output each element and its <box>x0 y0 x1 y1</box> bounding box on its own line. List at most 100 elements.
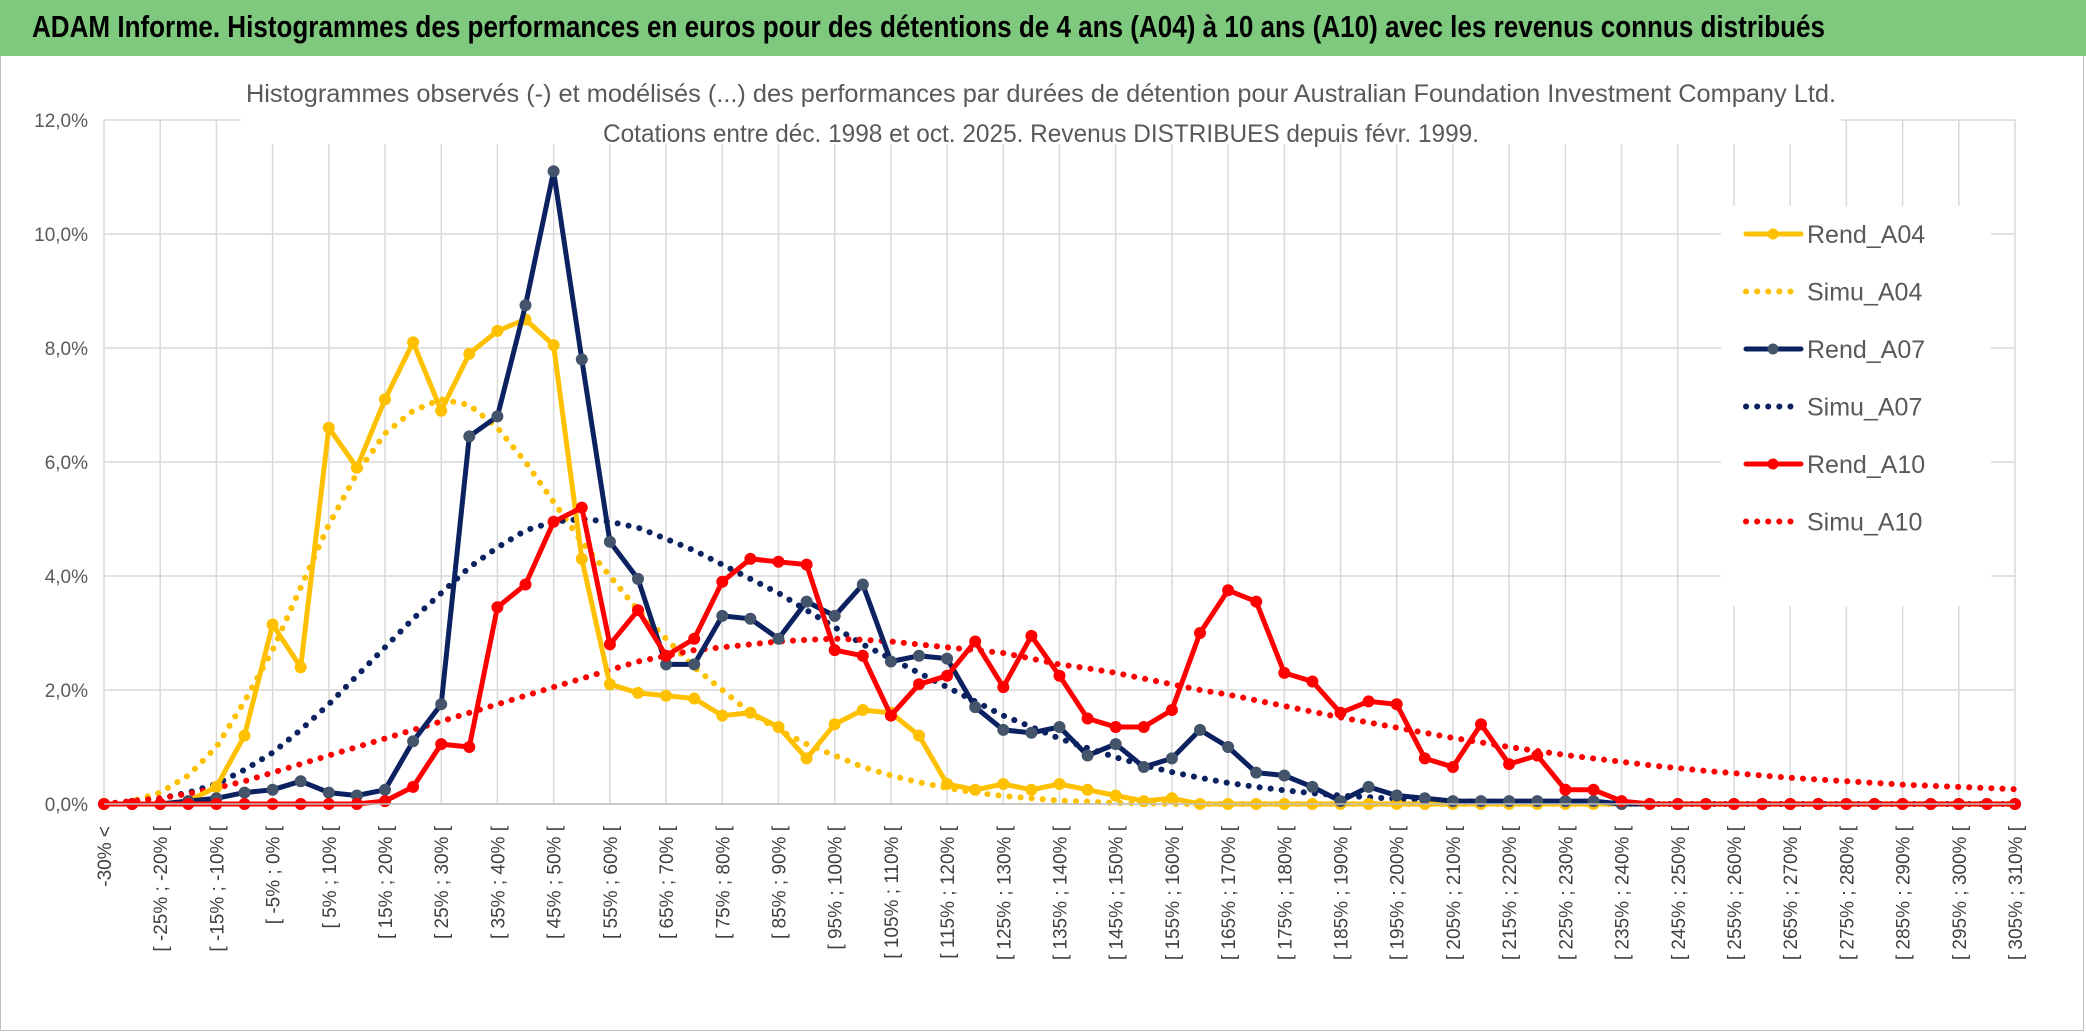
data-point-Rend_A04 <box>1137 795 1150 808</box>
data-point-Rend_A10 <box>1081 712 1094 725</box>
x-tick-label: [ 245% ; 250% [ <box>1669 825 1690 960</box>
x-tick-label: [ 5% ; 10% [ <box>320 825 341 928</box>
x-tick-label: [ 285% ; 290% [ <box>1894 825 1915 960</box>
data-point-Rend_A04 <box>969 783 982 796</box>
data-point-Rend_A04 <box>744 706 757 719</box>
x-tick-label: [ 305% ; 310% [ <box>2006 825 2027 960</box>
data-point-Rend_A10 <box>997 681 1010 694</box>
data-point-Rend_A10 <box>435 738 448 751</box>
data-point-Rend_A10 <box>1165 704 1178 716</box>
x-tick-label: [ 115% ; 120% [ <box>938 825 959 958</box>
legend-marker <box>1767 343 1779 355</box>
data-point-Rend_A04 <box>688 692 701 705</box>
legend-label: Simu_A10 <box>1807 509 1922 537</box>
x-tick-label: [ 175% ; 180% [ <box>1275 825 1296 960</box>
legend-item-Simu_A10: Simu_A10 <box>1743 509 1922 537</box>
banner: ADAM Informe. Histogrammes des performan… <box>0 0 2086 56</box>
data-point-Rend_A07 <box>744 612 757 625</box>
axes: 0,0% 2,0% 4,0% 6,0% 8,0% 10,0% 12,0% -30% < [ -2… <box>34 111 2027 960</box>
data-point-Rend_A10 <box>969 635 982 648</box>
x-tick-label: [ 265% ; 270% [ <box>1781 825 1802 960</box>
x-tick-label: [ 25% ; 30% [ <box>432 825 453 939</box>
data-point-Rend_A07 <box>856 578 869 591</box>
data-point-Rend_A10 <box>744 552 757 565</box>
y-tick-label: 0,0% <box>45 795 88 816</box>
data-point-Rend_A07 <box>491 410 504 423</box>
data-point-Rend_A10 <box>1250 595 1263 608</box>
x-tick-label: [ -15% ; -10% [ <box>207 825 228 951</box>
data-point-Rend_A04 <box>463 347 476 360</box>
x-tick-label: [ 135% ; 140% [ <box>1051 825 1072 960</box>
data-point-Rend_A04 <box>660 689 673 702</box>
x-tick-label: [ 215% ; 220% [ <box>1500 825 1521 960</box>
x-tick-label: [ 35% ; 40% [ <box>488 825 509 939</box>
data-point-Rend_A10 <box>856 649 869 662</box>
data-point-Rend_A10 <box>1362 695 1375 708</box>
legend-marker <box>1767 228 1779 240</box>
data-point-Rend_A07 <box>632 572 644 585</box>
data-point-Rend_A07 <box>603 535 616 548</box>
y-tick-label: 2,0% <box>45 681 88 702</box>
x-tick-label: [ 45% ; 50% [ <box>545 825 566 939</box>
data-point-Rend_A07 <box>969 701 982 714</box>
x-tick-label: [ -5% ; 0% [ <box>264 825 285 924</box>
data-point-Rend_A10 <box>1418 752 1431 765</box>
x-tick-label: [ 125% ; 130% [ <box>994 825 1015 960</box>
x-tick-label: [ 105% ; 110% [ <box>882 825 903 958</box>
x-tick-label: [ 225% ; 230% [ <box>1556 825 1577 960</box>
series-Simu_A10 <box>101 635 2018 807</box>
x-tick-label: -30% < <box>95 826 116 887</box>
data-point-Rend_A10 <box>1222 584 1235 597</box>
data-point-Rend_A07 <box>1222 741 1235 753</box>
data-point-Rend_A07 <box>1306 780 1319 793</box>
data-point-Rend_A10 <box>1278 666 1291 679</box>
data-point-Rend_A07 <box>828 609 841 622</box>
data-point-Rend_A07 <box>997 723 1010 736</box>
data-point-Rend_A10 <box>1503 758 1516 771</box>
data-point-Rend_A04 <box>407 336 420 349</box>
data-point-Rend_A10 <box>519 578 532 591</box>
x-tick-label: [ 95% ; 100% [ <box>826 825 847 949</box>
data-point-Rend_A10 <box>660 649 673 662</box>
legend-item-Simu_A07: Simu_A07 <box>1743 394 1922 422</box>
data-point-Rend_A04 <box>238 729 251 742</box>
data-point-Rend_A04 <box>856 704 869 716</box>
data-point-Rend_A07 <box>1475 795 1487 808</box>
data-point-Rend_A10 <box>379 795 391 808</box>
data-point-Rend_A04 <box>350 461 363 474</box>
title-background <box>241 64 1841 144</box>
x-tick-label: [ 295% ; 300% [ <box>1950 825 1971 960</box>
data-point-Rend_A10 <box>913 678 925 691</box>
data-point-Rend_A10 <box>491 601 504 614</box>
data-point-Rend_A10 <box>828 644 841 657</box>
data-point-Rend_A10 <box>1615 795 1628 808</box>
data-point-Rend_A04 <box>210 780 223 793</box>
x-tick-label: [ 65% ; 70% [ <box>657 825 678 939</box>
data-point-Rend_A10 <box>603 638 616 651</box>
x-tick-label: [ 275% ; 280% [ <box>1837 825 1858 960</box>
x-tick-label: [ 255% ; 260% [ <box>1725 825 1746 960</box>
x-tick-label: [ 145% ; 150% [ <box>1107 825 1128 960</box>
chart-title-line2: Cotations entre déc. 1998 et oct. 2025. … <box>603 120 1479 148</box>
y-tick-label: 12,0% <box>34 111 88 132</box>
data-point-Rend_A10 <box>407 780 420 793</box>
data-point-Rend_A10 <box>1334 706 1347 719</box>
data-point-Rend_A07 <box>772 632 785 645</box>
data-point-Rend_A07 <box>266 783 279 796</box>
data-point-Rend_A04 <box>941 778 954 790</box>
data-point-Rend_A04 <box>294 661 307 674</box>
data-point-Rend_A10 <box>1587 783 1600 796</box>
data-point-Rend_A07 <box>1109 738 1122 751</box>
data-point-Rend_A07 <box>547 165 560 178</box>
x-tick-label: [ 15% ; 20% [ <box>376 825 397 939</box>
data-point-Rend_A04 <box>1053 778 1066 790</box>
data-point-Rend_A10 <box>1531 749 1544 762</box>
data-point-Rend_A07 <box>1362 780 1375 793</box>
data-point-Rend_A07 <box>884 655 897 668</box>
x-tick-label: [ 195% ; 200% [ <box>1388 825 1409 960</box>
data-point-Rend_A07 <box>519 299 532 312</box>
legend-item-Rend_A07: Rend_A07 <box>1743 336 1925 364</box>
data-point-Rend_A07 <box>1418 792 1431 805</box>
legend-label: Simu_A04 <box>1807 279 1922 307</box>
x-tick-label: [ 75% ; 80% [ <box>713 825 734 939</box>
